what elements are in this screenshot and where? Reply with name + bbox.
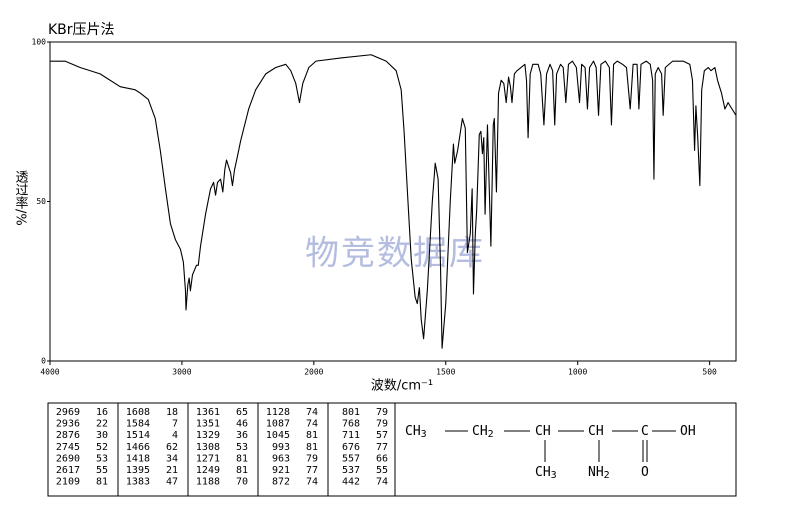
- peak-wavenumber: 2876: [56, 430, 80, 441]
- peak-wavenumber: 2617: [56, 465, 80, 476]
- y-tick-label: 100: [32, 38, 47, 47]
- peak-wavenumber: 2690: [56, 453, 80, 464]
- peak-transmittance: 66: [376, 453, 388, 464]
- peak-transmittance: 22: [96, 419, 108, 430]
- peak-wavenumber: 1395: [126, 465, 150, 476]
- peak-transmittance: 53: [96, 453, 108, 464]
- peak-wavenumber: 1045: [266, 430, 290, 441]
- group-label: CH3: [405, 424, 427, 441]
- peak-transmittance: 74: [306, 477, 318, 488]
- y-tick-label: 0: [41, 357, 46, 366]
- peak-transmittance: 77: [376, 442, 388, 453]
- peak-transmittance: 4: [172, 430, 178, 441]
- peak-wavenumber: 963: [272, 453, 290, 464]
- peak-wavenumber: 711: [342, 430, 360, 441]
- group-label: CH: [588, 424, 604, 439]
- x-tick-label: 3000: [172, 368, 191, 377]
- peak-transmittance: 81: [96, 477, 108, 488]
- peak-wavenumber: 801: [342, 407, 360, 418]
- peak-transmittance: 7: [172, 419, 178, 430]
- peak-wavenumber: 1383: [126, 477, 150, 488]
- peak-transmittance: 79: [376, 419, 388, 430]
- watermark: 物竞数据库: [305, 234, 485, 274]
- peak-wavenumber: 2936: [56, 419, 80, 430]
- peak-wavenumber: 537: [342, 465, 360, 476]
- peak-transmittance: 74: [306, 419, 318, 430]
- peak-transmittance: 53: [236, 442, 248, 453]
- peak-wavenumber: 557: [342, 453, 360, 464]
- x-tick-label: 4000: [40, 368, 59, 377]
- peak-wavenumber: 1249: [196, 465, 220, 476]
- x-tick-label: 2000: [304, 368, 323, 377]
- peak-transmittance: 55: [96, 465, 108, 476]
- peak-transmittance: 81: [306, 430, 318, 441]
- group-label: C: [641, 424, 649, 439]
- peak-wavenumber: 1087: [266, 419, 290, 430]
- peak-transmittance: 57: [376, 430, 388, 441]
- peak-wavenumber: 1128: [266, 407, 290, 418]
- peak-wavenumber: 1514: [126, 430, 150, 441]
- peak-transmittance: 62: [166, 442, 178, 453]
- peak-wavenumber: 1329: [196, 430, 220, 441]
- peak-wavenumber: 1361: [196, 407, 220, 418]
- peak-wavenumber: 2969: [56, 407, 80, 418]
- peak-wavenumber: 1418: [126, 453, 150, 464]
- peak-transmittance: 18: [166, 407, 178, 418]
- peak-wavenumber: 442: [342, 477, 360, 488]
- group-label: CH: [535, 424, 551, 439]
- peak-wavenumber: 872: [272, 477, 290, 488]
- peak-wavenumber: 768: [342, 419, 360, 430]
- peak-wavenumber: 1584: [126, 419, 150, 430]
- x-tick-label: 1500: [436, 368, 455, 377]
- peak-transmittance: 81: [306, 442, 318, 453]
- chart-title: KBr压片法: [48, 22, 115, 38]
- x-tick-label: 500: [702, 368, 717, 377]
- group-label: OH: [680, 424, 696, 439]
- peak-transmittance: 79: [306, 453, 318, 464]
- peak-wavenumber: 2109: [56, 477, 80, 488]
- plot-frame: [49, 41, 737, 362]
- peak-transmittance: 16: [96, 407, 108, 418]
- peak-transmittance: 81: [236, 453, 248, 464]
- peak-wavenumber: 676: [342, 442, 360, 453]
- spectrum-line: [50, 54, 737, 349]
- peak-transmittance: 77: [306, 465, 318, 476]
- peak-wavenumber: 1351: [196, 419, 220, 430]
- peak-transmittance: 74: [306, 407, 318, 418]
- peak-wavenumber: 1188: [196, 477, 220, 488]
- peak-transmittance: 65: [236, 407, 248, 418]
- peak-wavenumber: 921: [272, 465, 290, 476]
- peak-transmittance: 36: [236, 430, 248, 441]
- peak-transmittance: 70: [236, 477, 248, 488]
- x-axis-label: 波数/cm⁻¹: [371, 379, 433, 394]
- peak-transmittance: 55: [376, 465, 388, 476]
- x-tick-label: 1000: [568, 368, 587, 377]
- table-frame: [47, 402, 737, 497]
- peak-transmittance: 21: [166, 465, 178, 476]
- group-label: NH2: [588, 465, 610, 482]
- group-label: CH2: [472, 424, 494, 441]
- peak-wavenumber: 1466: [126, 442, 150, 453]
- peak-wavenumber: 1608: [126, 407, 150, 418]
- peak-transmittance: 79: [376, 407, 388, 418]
- peak-transmittance: 30: [96, 430, 108, 441]
- peak-wavenumber: 2745: [56, 442, 80, 453]
- peak-transmittance: 74: [376, 477, 388, 488]
- peak-transmittance: 46: [236, 419, 248, 430]
- group-label: CH3: [535, 465, 557, 482]
- peak-wavenumber: 993: [272, 442, 290, 453]
- y-tick-label: 50: [36, 197, 46, 206]
- peak-wavenumber: 1271: [196, 453, 220, 464]
- group-label: O: [641, 465, 649, 480]
- peak-transmittance: 47: [166, 477, 178, 488]
- y-axis-label: 透过率/%: [13, 170, 29, 226]
- peak-transmittance: 81: [236, 465, 248, 476]
- peak-transmittance: 34: [166, 453, 178, 464]
- peak-wavenumber: 1308: [196, 442, 220, 453]
- peak-transmittance: 52: [96, 442, 108, 453]
